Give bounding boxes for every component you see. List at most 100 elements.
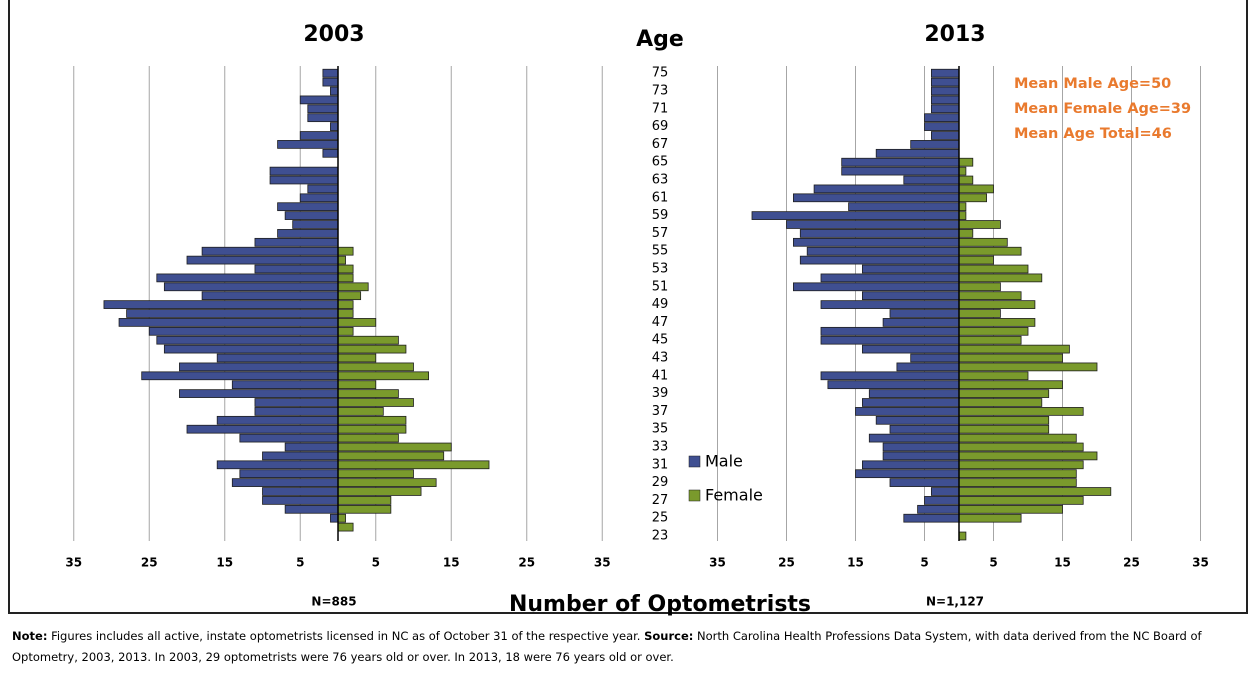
bar [277, 140, 339, 149]
age-label: 35 [652, 422, 669, 437]
bar [862, 398, 960, 407]
bar [820, 326, 960, 336]
bar [337, 407, 384, 416]
bar [813, 184, 960, 194]
bar [793, 237, 960, 247]
annotation: Mean Male Age=50 [1014, 76, 1171, 92]
bar [958, 424, 1050, 434]
bar [186, 255, 339, 265]
age-label: 49 [652, 297, 669, 312]
annotation: Mean Female Age=39 [1014, 101, 1191, 117]
age-label: 57 [652, 226, 669, 241]
bar [337, 300, 354, 309]
bar [337, 487, 422, 496]
bar [330, 86, 339, 96]
x-tick-label: 25 [141, 556, 158, 570]
bar [337, 478, 437, 487]
bar [931, 77, 960, 87]
bar [337, 398, 414, 407]
bar [958, 193, 988, 203]
bar [931, 95, 960, 105]
bar [827, 380, 960, 390]
x-tick-label: 35 [709, 556, 726, 570]
bar [337, 460, 490, 470]
bar [337, 246, 354, 256]
bar [262, 487, 339, 496]
bar [216, 460, 339, 470]
bar [931, 68, 960, 78]
bar [118, 318, 339, 327]
bar [917, 504, 960, 514]
bar [269, 175, 339, 185]
bar [322, 68, 339, 78]
bar [299, 131, 339, 140]
legend-label: Female [705, 486, 763, 505]
bar [958, 362, 1098, 372]
bar [868, 433, 960, 443]
bar [337, 344, 407, 354]
bar [799, 229, 960, 238]
bar [958, 335, 1022, 345]
bar [231, 380, 339, 390]
frame [8, 0, 1248, 614]
bar [958, 487, 1112, 496]
bar [841, 157, 960, 167]
bar [239, 469, 339, 479]
age-label: 25 [652, 511, 669, 526]
bar [958, 531, 967, 541]
bar [126, 309, 339, 318]
age-label: 31 [652, 457, 669, 472]
age-label: 39 [652, 386, 669, 401]
bar [903, 175, 960, 185]
bar [841, 166, 960, 176]
age-label: 75 [652, 66, 669, 81]
x-tick-label: 5 [296, 556, 304, 570]
age-label: 23 [652, 529, 669, 544]
bar [262, 496, 339, 505]
panel-title: 2013 [924, 22, 985, 47]
bar [231, 478, 339, 487]
bar [882, 451, 960, 461]
age-label: 29 [652, 475, 669, 490]
bar [284, 211, 339, 220]
annotation: Mean Age Total=46 [1014, 126, 1172, 142]
age-label: 51 [652, 279, 669, 294]
bar [862, 291, 960, 301]
bar [163, 344, 339, 354]
bar [958, 415, 1050, 425]
age-label: 59 [652, 208, 669, 223]
age-label: 37 [652, 404, 669, 419]
bar [958, 380, 1063, 390]
bar [793, 193, 960, 203]
n-label: N=885 [311, 595, 356, 609]
bar [958, 202, 967, 212]
bar [958, 318, 1036, 327]
age-label: 73 [652, 84, 669, 99]
bar [179, 389, 339, 398]
bar [799, 255, 960, 265]
bar [903, 513, 960, 523]
bar [156, 273, 339, 283]
bar [958, 237, 1008, 247]
bar [931, 86, 960, 96]
n-label: N=1,127 [926, 595, 984, 609]
x-tick-label: 15 [847, 556, 864, 570]
note-label: Note: [12, 629, 48, 643]
bar [889, 309, 960, 318]
bar [862, 344, 960, 354]
bar [337, 353, 377, 363]
bar [958, 309, 1001, 318]
bar [163, 282, 339, 292]
bar [201, 291, 339, 301]
bar [239, 433, 339, 443]
bar [910, 353, 960, 363]
bar [330, 513, 339, 523]
legend-label: Male [705, 452, 743, 471]
bar [284, 442, 339, 452]
bar [931, 131, 960, 140]
bar [958, 469, 1077, 479]
bar [958, 246, 1022, 256]
bar [882, 318, 960, 327]
bar [958, 175, 974, 185]
bar [337, 522, 354, 532]
